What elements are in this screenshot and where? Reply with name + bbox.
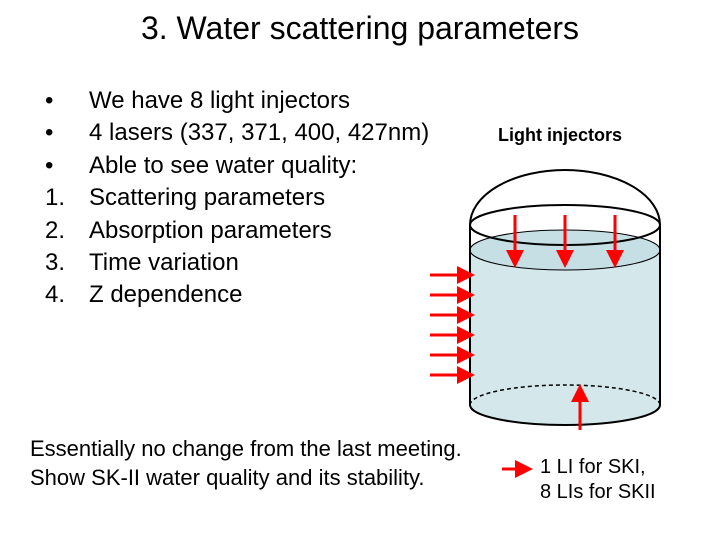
list-text: Time variation	[89, 247, 239, 279]
list-marker: 4.	[45, 279, 89, 311]
list-text: Scattering parameters	[89, 182, 325, 214]
footer-right-line2: 8 LIs for SKII	[540, 480, 656, 505]
list-item: 2.Absorption parameters	[45, 215, 429, 247]
cylinder-diagram	[430, 155, 710, 445]
list-text: Able to see water quality:	[89, 150, 357, 182]
list-marker: 1.	[45, 182, 89, 214]
list-item: •4 lasers (337, 371, 400, 427nm)	[45, 117, 429, 149]
list-text: Z dependence	[89, 279, 242, 311]
legend-arrow-icon	[500, 460, 536, 478]
footer-left-line1: Essentially no change from the last meet…	[30, 435, 462, 464]
list-marker: 2.	[45, 215, 89, 247]
list-item: 1.Scattering parameters	[45, 182, 429, 214]
footer-right-text: 1 LI for SKI, 8 LIs for SKII	[540, 455, 656, 505]
list-marker: •	[45, 85, 89, 117]
list-text: 4 lasers (337, 371, 400, 427nm)	[89, 117, 429, 149]
list-item: •We have 8 light injectors	[45, 85, 429, 117]
light-injectors-label: Light injectors	[498, 125, 622, 146]
list-text: We have 8 light injectors	[89, 85, 350, 117]
list-marker: •	[45, 117, 89, 149]
list-item: •Able to see water quality:	[45, 150, 429, 182]
footer-right-line1: 1 LI for SKI,	[540, 455, 656, 480]
footer-left-line2: Show SK-II water quality and its stabili…	[30, 464, 462, 493]
list-marker: •	[45, 150, 89, 182]
list-item: 4.Z dependence	[45, 279, 429, 311]
bullet-list: •We have 8 light injectors•4 lasers (337…	[45, 85, 429, 312]
list-item: 3.Time variation	[45, 247, 429, 279]
footer-left-text: Essentially no change from the last meet…	[30, 435, 462, 492]
list-marker: 3.	[45, 247, 89, 279]
page-title: 3. Water scattering parameters	[0, 10, 720, 47]
list-text: Absorption parameters	[89, 215, 332, 247]
